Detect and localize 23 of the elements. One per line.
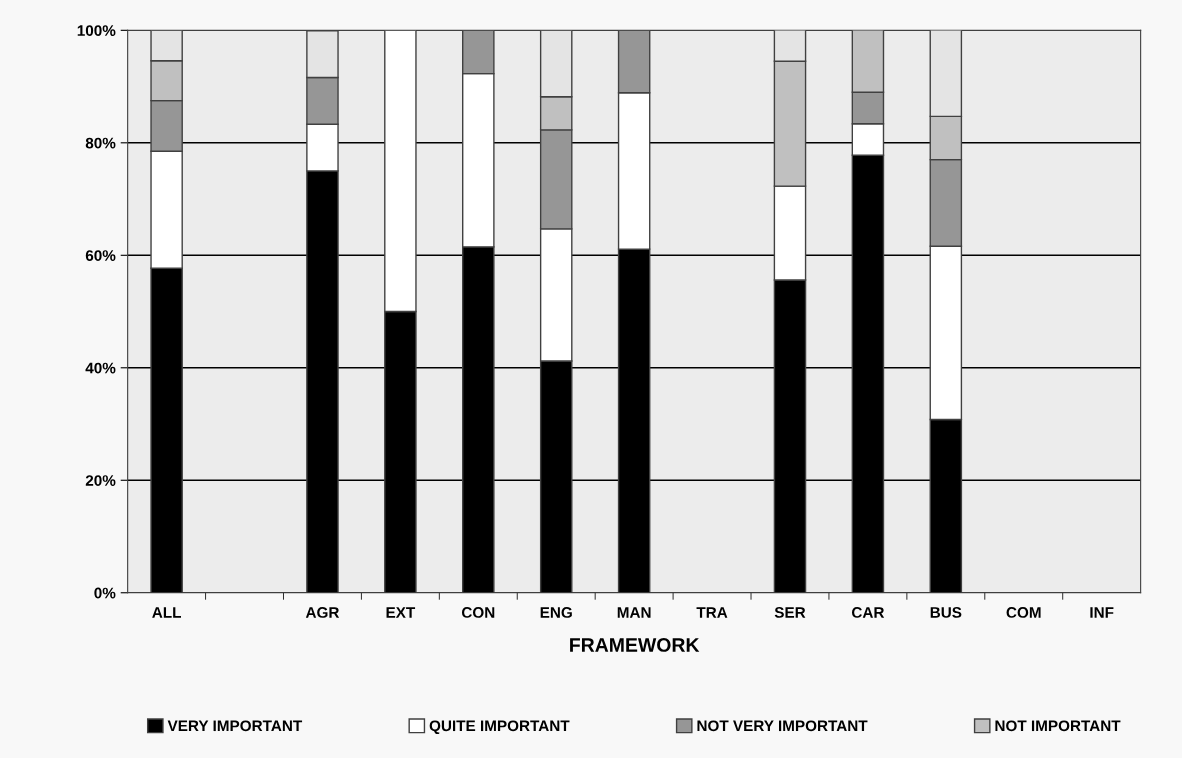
legend-label: NOT VERY IMPORTANT (697, 720, 868, 732)
y-tick-label: 60% (85, 250, 116, 261)
x-tick-label: INF (1090, 607, 1114, 618)
x-axis-title: FRAMEWORK (570, 638, 700, 652)
y-tick-label: 80% (85, 137, 116, 149)
y-tick-label: 20% (85, 475, 116, 486)
x-tick-label: TRA (696, 607, 728, 618)
legend-label: NOT IMPORTANT (995, 720, 1121, 732)
x-tick-label: ENG (540, 607, 572, 618)
y-tick-label: 0% (94, 587, 116, 599)
x-tick-label: CAR (851, 607, 885, 618)
x-tick-label: MAN (617, 607, 651, 618)
y-tick-label: 40% (85, 362, 116, 374)
x-tick-label: EXT (386, 607, 416, 618)
x-tick-label: BUS (930, 607, 962, 618)
x-tick-label: SER (774, 607, 806, 618)
x-tick-label: ALL (152, 607, 181, 618)
legend-label: VERY IMPORTANT (167, 720, 303, 732)
y-tick-label: 100% (77, 25, 116, 37)
x-tick-label: CON (461, 607, 495, 618)
legend-label: QUITE IMPORTANT (429, 720, 570, 735)
x-tick-label: AGR (305, 607, 340, 618)
x-tick-label: COM (1006, 607, 1041, 618)
